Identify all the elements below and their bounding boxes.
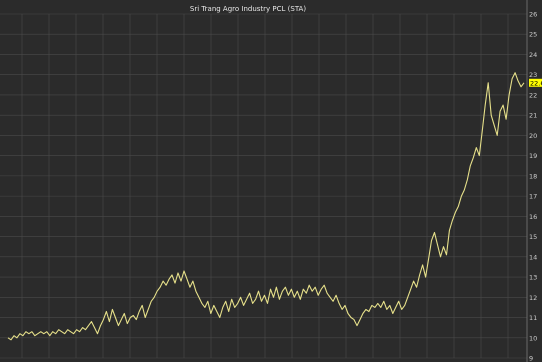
grid-lines xyxy=(0,13,527,359)
y-tick-label: 23 xyxy=(529,71,537,79)
y-tick-label: 11 xyxy=(529,314,537,322)
y-tick-label: 9 xyxy=(529,355,533,362)
y-tick-label: 24 xyxy=(529,51,537,59)
y-tick-label: 16 xyxy=(529,213,537,221)
y-tick-label: 26 xyxy=(529,11,537,19)
y-tick-label: 18 xyxy=(529,172,537,180)
chart-title: Sri Trang Agro Industry PCL (STA) xyxy=(190,5,306,13)
y-axis: 9 10 11 12 13 14 15 16 17 18 19 20 21 22 23 24 25 26 xyxy=(529,11,537,362)
y-tick-label: 25 xyxy=(529,31,537,39)
y-tick-label: 19 xyxy=(529,152,537,160)
y-tick-label: 10 xyxy=(529,334,537,342)
y-tick-label: 14 xyxy=(529,253,537,261)
y-tick-label: 22 xyxy=(529,91,537,99)
y-tick-label: 12 xyxy=(529,294,537,302)
y-tick-label: 13 xyxy=(529,274,537,282)
y-tick-label: 20 xyxy=(529,132,537,140)
y-tick-label: 17 xyxy=(529,193,537,201)
last-value-marker: 22.6 xyxy=(529,78,542,87)
y-tick-label: 21 xyxy=(529,112,537,120)
last-value-label: 22.6 xyxy=(530,79,542,87)
last-value-badge xyxy=(529,78,542,87)
y-tick-label: 15 xyxy=(529,233,537,241)
price-line xyxy=(7,72,525,341)
